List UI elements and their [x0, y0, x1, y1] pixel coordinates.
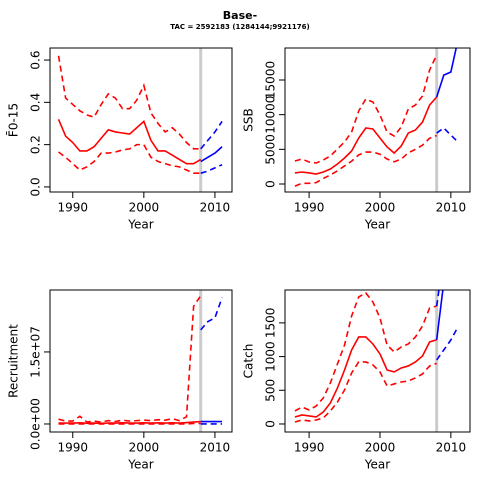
series-line	[294, 291, 437, 412]
x-tick-label: 2000	[365, 201, 396, 215]
x-tick-label: 2000	[129, 201, 160, 215]
x-tick-label: 2010	[200, 201, 231, 215]
y-tick-label: 15000	[264, 61, 278, 99]
y-tick-label: 1.5e+07	[29, 326, 43, 378]
y-tick-label: 0.4	[29, 93, 43, 112]
series-line	[57, 118, 202, 165]
y-tick-label: 0.0	[29, 177, 43, 196]
y-tick-label: 0.2	[28, 135, 42, 154]
y-tick-label: 10000	[264, 96, 278, 134]
series-line	[435, 48, 458, 98]
x-tick-label: 1990	[294, 441, 325, 455]
y-axis-label: SSB	[242, 108, 256, 131]
panel: 1990 2000 2010 0.0e+00 1.5e+07 Year Recruitmen…	[7, 289, 233, 472]
series-line	[200, 120, 223, 150]
plot-frame	[284, 289, 471, 433]
x-tick-label: 1990	[57, 201, 88, 215]
plot-frame	[49, 47, 233, 193]
y-tick-label: 5000	[264, 134, 278, 165]
plot-area	[57, 48, 223, 192]
y-tick-label: 0.6	[29, 51, 43, 70]
series-line	[58, 295, 202, 423]
x-axis-label: Year	[364, 458, 390, 472]
series-line	[294, 361, 437, 423]
y-axis-label: Catch	[242, 344, 256, 379]
series-line	[200, 163, 223, 174]
x-axis-label: Year	[364, 218, 390, 232]
x-tick-label: 1990	[294, 201, 325, 215]
series-line	[436, 126, 459, 143]
series-line	[58, 420, 201, 425]
x-tick-label: 2000	[365, 441, 396, 455]
y-tick-label: 0	[264, 420, 278, 428]
plot-area	[294, 290, 459, 432]
plot-frame	[284, 47, 471, 193]
series-line	[294, 134, 437, 187]
panel: 1990 2000 2010 0.0 0.2 0.4 0.6 Year F̄0-15	[6, 47, 233, 232]
series-line	[200, 146, 223, 163]
y-tick-label: 1500	[264, 308, 278, 339]
subtitle: TAC = 2592183 (1284144;9921176)	[170, 23, 309, 31]
y-axis-label: Recruitment	[7, 324, 21, 398]
x-tick-label: 2010	[200, 441, 231, 455]
plot-area	[58, 290, 223, 432]
series-line	[58, 143, 201, 174]
x-axis-label: Year	[127, 218, 153, 232]
x-tick-label: 2000	[129, 441, 160, 455]
series-line	[294, 54, 438, 164]
y-tick-label: 0.0e+00	[29, 398, 43, 450]
plot-frame	[49, 289, 233, 433]
series-line	[294, 96, 438, 175]
plot-area	[294, 48, 459, 192]
y-tick-label: 500	[264, 379, 278, 402]
series-line	[294, 336, 437, 418]
series-line	[57, 55, 201, 150]
x-tick-label: 2010	[436, 441, 467, 455]
series-line	[200, 297, 223, 331]
title: Base-	[223, 9, 257, 22]
y-tick-label: 0	[264, 180, 278, 188]
y-axis-label: F̄0-15	[6, 103, 20, 137]
x-tick-label: 1990	[57, 441, 88, 455]
x-tick-label: 2010	[436, 201, 467, 215]
series-line	[435, 290, 444, 340]
panel: 1990 2000 2010 0 500 1000 1500 Year Catch	[242, 289, 471, 472]
y-tick-label: 1000	[264, 341, 278, 372]
x-axis-label: Year	[127, 458, 153, 472]
series-line	[436, 326, 459, 361]
